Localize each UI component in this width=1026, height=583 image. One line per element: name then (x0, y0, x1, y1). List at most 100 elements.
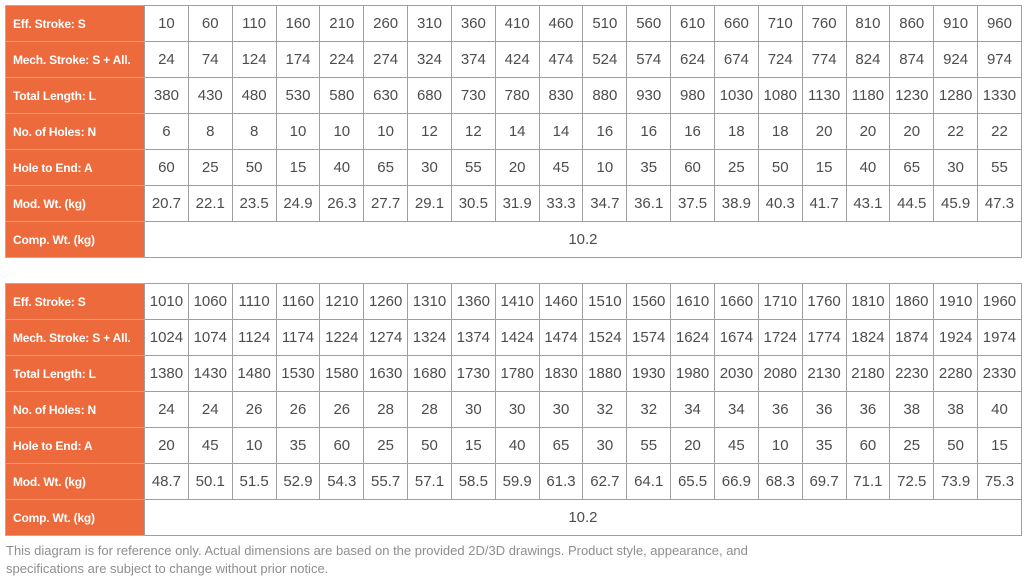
data-cell: 26 (231, 391, 277, 428)
footer-note-line-2: specifications are subject to change wit… (6, 561, 329, 576)
data-cell: 2330 (977, 355, 1022, 392)
data-cell: 10 (582, 149, 628, 186)
data-cell: 12 (450, 113, 496, 150)
data-cell: 50 (407, 427, 452, 464)
data-cell: 38.9 (713, 185, 759, 222)
data-cell: 1960 (977, 283, 1022, 320)
table-row: Comp. Wt. (kg) 10.2 (5, 499, 1022, 536)
data-cell: 16 (670, 113, 715, 150)
data-cell: 1174 (275, 319, 321, 356)
data-cell: 1724 (757, 319, 803, 356)
row-label: No. of Holes: N (5, 113, 145, 150)
data-cell: 760 (801, 5, 847, 42)
data-cell: 1630 (363, 355, 409, 392)
data-cell: 1374 (450, 319, 496, 356)
data-cell: 23.5 (231, 185, 277, 222)
data-cell: 34 (713, 391, 759, 428)
data-cell: 1380 (144, 355, 189, 392)
data-cell: 30 (450, 391, 496, 428)
data-cell: 65 (889, 149, 935, 186)
data-cell: 55 (977, 149, 1022, 186)
data-cell: 75.3 (977, 463, 1022, 500)
data-cell: 1524 (582, 319, 628, 356)
data-cell: 16 (582, 113, 628, 150)
data-cell: 35 (626, 149, 672, 186)
table-row: Mod. Wt. (kg) 20.7 22.1 23.5 24.9 26.3 27.7 29.… (5, 185, 1022, 222)
data-cell: 2280 (933, 355, 979, 392)
data-cell: 45 (538, 149, 584, 186)
data-cell: 780 (494, 77, 540, 114)
data-cell: 310 (407, 5, 452, 42)
data-cell: 18 (757, 113, 803, 150)
data-cell: 1610 (670, 283, 715, 320)
data-cell: 74 (187, 41, 233, 78)
data-cell: 1460 (538, 283, 584, 320)
data-cell: 61.3 (538, 463, 584, 500)
data-cell: 1660 (713, 283, 759, 320)
data-cell: 424 (494, 41, 540, 78)
data-cell: 58.5 (450, 463, 496, 500)
row-label: Mod. Wt. (kg) (5, 463, 145, 500)
data-cell: 1030 (713, 77, 759, 114)
data-cell: 174 (275, 41, 321, 78)
data-cell: 1710 (757, 283, 803, 320)
data-cell: 31.9 (494, 185, 540, 222)
data-cell: 1080 (757, 77, 803, 114)
data-cell: 1624 (670, 319, 715, 356)
data-cell: 910 (933, 5, 979, 42)
data-cell: 71.1 (845, 463, 891, 500)
data-cell: 1330 (977, 77, 1022, 114)
data-cell: 1424 (494, 319, 540, 356)
data-cell: 930 (626, 77, 672, 114)
data-cell: 55.7 (363, 463, 409, 500)
data-cell: 38 (933, 391, 979, 428)
data-cell: 124 (231, 41, 277, 78)
row-label: Comp. Wt. (kg) (5, 499, 145, 536)
data-cell: 274 (363, 41, 409, 78)
table-row: Eff. Stroke: S 10 60 110 160 210 260 310 360 410 4… (5, 5, 1022, 42)
data-cell: 69.7 (801, 463, 847, 500)
data-cell: 26 (319, 391, 365, 428)
data-cell: 20 (801, 113, 847, 150)
table-row: No. of Holes: N 6 8 8 10 10 10 12 12 14 14 16 16 16 18… (5, 113, 1022, 150)
data-cell: 38 (889, 391, 935, 428)
data-cell: 430 (187, 77, 233, 114)
data-cell: 1074 (187, 319, 233, 356)
table-row: Eff. Stroke: S 1010 1060 1110 1160 1210 1260 13… (5, 283, 1022, 320)
data-cell: 1124 (231, 319, 277, 356)
data-cell: 474 (538, 41, 584, 78)
data-cell: 18 (713, 113, 759, 150)
data-cell: 110 (231, 5, 277, 42)
data-cell: 880 (582, 77, 628, 114)
data-cell: 22 (933, 113, 979, 150)
data-cell: 730 (450, 77, 496, 114)
data-cell: 560 (626, 5, 672, 42)
row-label: Total Length: L (5, 77, 145, 114)
data-cell: 824 (845, 41, 891, 78)
data-cell: 60 (670, 149, 715, 186)
data-cell: 55 (450, 149, 496, 186)
data-cell: 51.5 (231, 463, 277, 500)
data-cell: 480 (231, 77, 277, 114)
table-row: No. of Holes: N 24 24 26 26 26 28 28 30 30 30 32 32 3… (5, 391, 1022, 428)
spec-tables-container: Eff. Stroke: S 10 60 110 160 210 260 310 360 410 4… (5, 5, 1022, 536)
data-cell: 380 (144, 77, 189, 114)
table-row: Hole to End: A 60 25 50 15 40 65 30 55 20 45 10 35 60… (5, 149, 1022, 186)
data-cell: 36.1 (626, 185, 672, 222)
data-cell: 2080 (757, 355, 803, 392)
data-cell: 1360 (450, 283, 496, 320)
data-cell: 1880 (582, 355, 628, 392)
data-cell: 1574 (626, 319, 672, 356)
data-cell: 73.9 (933, 463, 979, 500)
data-cell: 630 (363, 77, 409, 114)
row-label: Eff. Stroke: S (5, 283, 145, 320)
data-cell: 1774 (801, 319, 847, 356)
data-cell: 1780 (494, 355, 540, 392)
data-cell: 57.1 (407, 463, 452, 500)
data-cell: 50 (757, 149, 803, 186)
data-cell: 41.7 (801, 185, 847, 222)
data-cell: 1280 (933, 77, 979, 114)
row-label: Comp. Wt. (kg) (5, 221, 145, 258)
data-cell: 16 (626, 113, 672, 150)
data-cell: 40 (494, 427, 540, 464)
